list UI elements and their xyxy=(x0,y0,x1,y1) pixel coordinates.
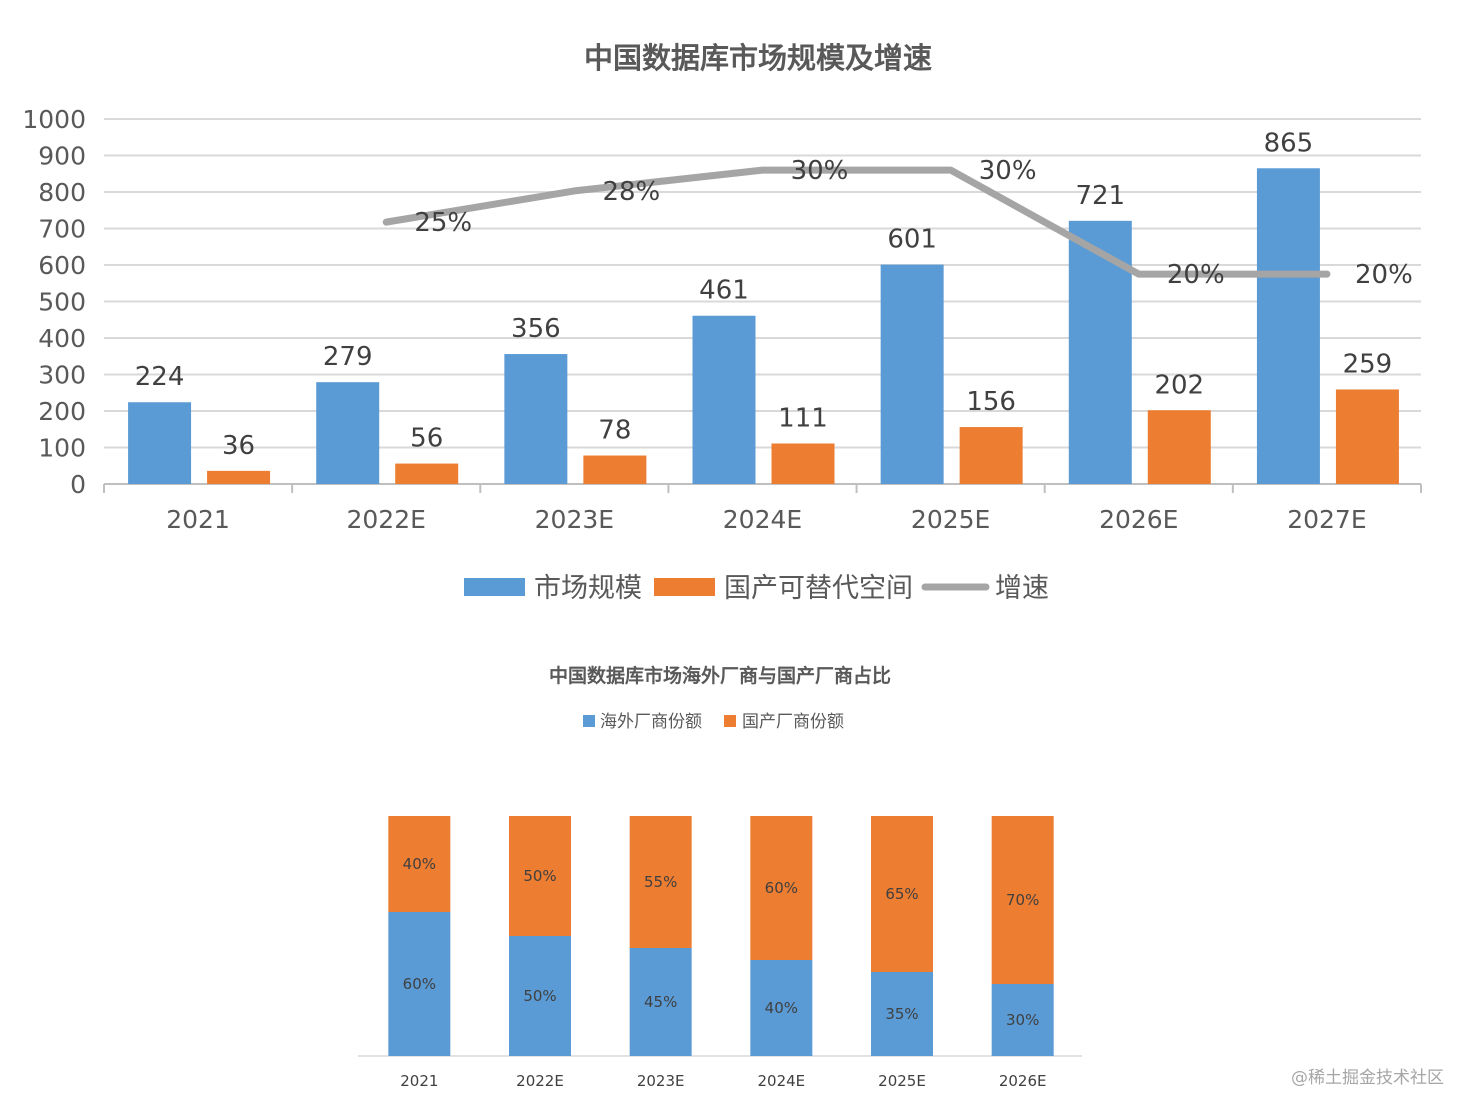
data-label-domestic-share: 70% xyxy=(1006,891,1039,909)
data-label-overseas-share: 35% xyxy=(885,1005,918,1023)
x-tick-label: 2021 xyxy=(166,505,230,534)
data-label-overseas-share: 30% xyxy=(1006,1011,1039,1029)
bar-domestic-share xyxy=(871,816,933,972)
bar-overseas-share xyxy=(509,936,571,1056)
data-label-domestic-share: 40% xyxy=(403,855,436,873)
data-label-market-size: 865 xyxy=(1264,128,1314,158)
bar-domestic-replacement xyxy=(1335,389,1399,484)
x-tick-label: 2027E xyxy=(1287,505,1366,534)
bar-overseas-share xyxy=(991,984,1054,1056)
bar-overseas-share xyxy=(629,948,692,1056)
bar-market-size xyxy=(128,402,192,484)
bar-domestic-replacement xyxy=(583,455,647,484)
bar-domestic-replacement xyxy=(207,470,271,484)
data-label-overseas-share: 50% xyxy=(523,987,556,1005)
bar-market-size xyxy=(316,382,380,484)
market-size-chart: 中国数据库市场规模及增速 0 100 200 300 400 500 600 700 800 900… xyxy=(22,41,1422,604)
growth-label: 25% xyxy=(414,208,472,238)
x-tick-label-2: 2026E xyxy=(999,1072,1047,1090)
growth-label: 28% xyxy=(602,177,660,207)
data-label-domestic-share: 65% xyxy=(885,885,918,903)
data-label-market-size: 601 xyxy=(887,225,937,255)
legend-label-domestic: 国产厂商份额 xyxy=(742,712,844,732)
y-tick-label: 400 xyxy=(38,324,86,353)
data-label-domestic-replacement: 202 xyxy=(1154,370,1204,400)
data-label-domestic-replacement: 259 xyxy=(1343,349,1393,379)
x-tick-label: 2023E xyxy=(535,505,614,534)
bar-domestic-replacement xyxy=(771,443,835,484)
y-tick-label: 300 xyxy=(38,361,86,390)
x-tick-label-2: 2022E xyxy=(516,1072,564,1090)
y-tick-label: 500 xyxy=(38,288,86,317)
y-tick-label: 0 xyxy=(70,470,86,499)
bar-market-size xyxy=(692,315,756,484)
x-tick-label-2: 2023E xyxy=(637,1072,685,1090)
data-label-market-size: 279 xyxy=(323,342,373,372)
legend-label-market-size: 市场规模 xyxy=(534,573,642,604)
x-tick-label: 2026E xyxy=(1099,505,1178,534)
data-label-domestic-replacement: 36 xyxy=(222,431,255,461)
bar-market-size xyxy=(880,264,944,484)
bar-domestic-share xyxy=(388,816,451,912)
legend-label-overseas: 海外厂商份额 xyxy=(600,712,702,732)
bar-domestic-share xyxy=(750,816,813,960)
bar-market-size xyxy=(504,354,568,484)
data-label-domestic-share: 50% xyxy=(523,867,556,885)
legend-swatch-domestic xyxy=(724,715,736,727)
legend-label-growth: 增速 xyxy=(995,573,1049,604)
legend-label-domestic-replacement: 国产可替代空间 xyxy=(724,573,913,604)
y-tick-label: 800 xyxy=(38,178,86,207)
growth-label: 20% xyxy=(1167,260,1225,290)
bar-overseas-share xyxy=(750,960,813,1056)
data-label-market-size: 461 xyxy=(699,276,749,306)
data-label-overseas-share: 45% xyxy=(644,993,677,1011)
legend-swatch-domestic-replacement xyxy=(654,578,715,596)
growth-label: 30% xyxy=(791,156,849,186)
bar-market-size xyxy=(1256,168,1320,484)
bar-domestic-replacement xyxy=(1147,410,1211,484)
bar-domestic-replacement xyxy=(959,427,1023,484)
data-label-overseas-share: 60% xyxy=(403,975,436,993)
bar-domestic-share xyxy=(991,816,1054,984)
data-label-domestic-replacement: 78 xyxy=(598,416,631,446)
bar-overseas-share xyxy=(871,972,933,1056)
legend-swatch-overseas xyxy=(583,715,595,727)
growth-label: 30% xyxy=(979,156,1037,186)
x-tick-label: 2024E xyxy=(723,505,802,534)
data-label-market-size: 356 xyxy=(511,314,561,344)
x-tick-label-2: 2021 xyxy=(400,1072,438,1090)
data-label-domestic-share: 55% xyxy=(644,873,677,891)
legend-swatch-market-size xyxy=(464,578,525,596)
x-tick-label: 2022E xyxy=(347,505,426,534)
bar-overseas-share xyxy=(388,912,451,1056)
bar-domestic-share xyxy=(629,816,692,948)
x-tick-label: 2025E xyxy=(911,505,990,534)
bar-domestic-share xyxy=(509,816,571,936)
data-label-overseas-share: 40% xyxy=(765,999,798,1017)
data-label-domestic-share: 60% xyxy=(765,879,798,897)
y-tick-label: 100 xyxy=(38,434,86,463)
growth-line xyxy=(382,166,1331,278)
x-tick-label-2: 2024E xyxy=(758,1072,806,1090)
data-label-domestic-replacement: 156 xyxy=(966,387,1016,417)
x-tick-label-2: 2025E xyxy=(878,1072,926,1090)
data-label-domestic-replacement: 56 xyxy=(410,424,443,454)
y-tick-label: 600 xyxy=(38,251,86,280)
chart-title-2: 中国数据库市场海外厂商与国产厂商占比 xyxy=(549,664,891,687)
watermark: @稀土掘金技术社区 xyxy=(1291,1068,1444,1088)
data-label-market-size: 224 xyxy=(135,362,185,392)
bar-domestic-replacement xyxy=(395,463,459,484)
data-label-market-size: 721 xyxy=(1075,181,1125,211)
y-tick-label: 700 xyxy=(38,215,86,244)
growth-label: 20% xyxy=(1355,260,1413,290)
chart-title: 中国数据库市场规模及增速 xyxy=(584,41,932,75)
y-tick-label: 900 xyxy=(38,142,86,171)
y-tick-label: 200 xyxy=(38,397,86,426)
y-tick-label: 1000 xyxy=(22,105,86,134)
data-label-domestic-replacement: 111 xyxy=(778,403,828,433)
